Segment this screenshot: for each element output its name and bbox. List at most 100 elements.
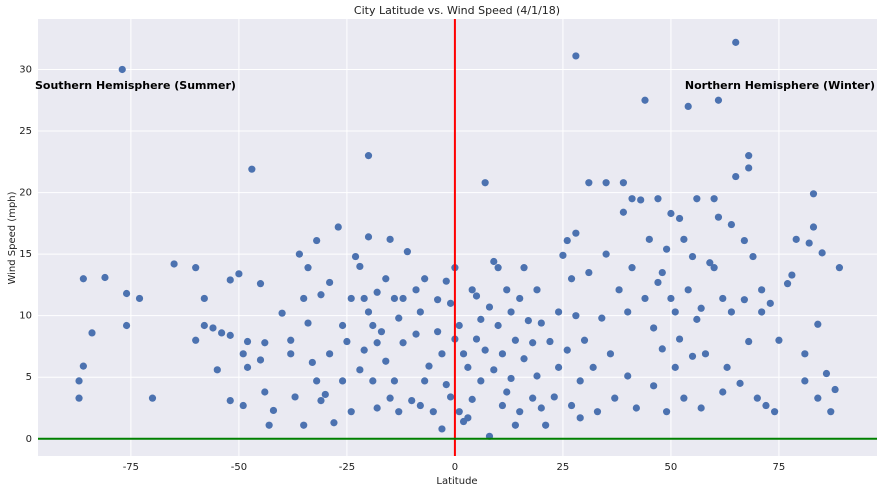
scatter-point [693, 195, 701, 203]
scatter-point [628, 264, 636, 272]
scatter-point [88, 329, 96, 337]
x-tick-label: -50 [231, 462, 247, 473]
chart-title: City Latitude vs. Wind Speed (4/1/18) [354, 4, 560, 17]
scatter-point [192, 336, 200, 344]
scatter-point [494, 321, 502, 330]
scatter-point [524, 316, 532, 325]
scatter-point [529, 394, 537, 402]
scatter-point [425, 362, 433, 370]
scatter-point [122, 321, 131, 330]
scatter-point [122, 289, 131, 298]
scatter-point [671, 363, 679, 371]
scatter-point [598, 314, 606, 322]
scatter-point [326, 278, 334, 287]
scatter-point [360, 294, 368, 303]
scatter-point [118, 65, 126, 74]
scatter-point [490, 257, 498, 266]
scatter-point [663, 408, 671, 416]
scatter-point [356, 262, 364, 271]
scatter-point [338, 321, 347, 330]
scatter-point [382, 357, 390, 365]
scatter-point [434, 296, 442, 304]
scatter-point [788, 271, 796, 279]
scatter-point [377, 328, 386, 336]
scatter-point [580, 336, 589, 344]
scatter-point [559, 251, 567, 259]
scatter-point [658, 345, 666, 353]
scatter-point [624, 372, 632, 380]
scatter-point [719, 294, 727, 303]
y-tick-label: 30 [19, 64, 32, 75]
scatter-point [602, 179, 610, 187]
scatter-point [667, 209, 675, 218]
scatter-point [485, 303, 494, 311]
scatter-point [567, 401, 576, 410]
scatter-point [732, 38, 740, 46]
scatter-point [148, 394, 157, 402]
scatter-point [218, 329, 226, 337]
scatter-point [412, 286, 420, 294]
scatter-point [300, 294, 308, 303]
scatter-point [654, 195, 662, 203]
scatter-point [442, 381, 450, 389]
scatter-point [490, 366, 498, 374]
scatter-point [472, 292, 481, 300]
scatter-point [386, 394, 394, 402]
scatter-point [727, 308, 736, 316]
scatter-point [745, 152, 753, 160]
scatter-point [714, 213, 723, 221]
scatter-point [390, 294, 399, 303]
scatter-point [675, 335, 684, 343]
scatter-point [706, 259, 714, 267]
x-tick-label: -25 [339, 462, 355, 473]
scatter-point [814, 394, 822, 402]
scatter-point [360, 346, 368, 354]
scatter-point [736, 379, 744, 387]
scatter-point [727, 220, 736, 229]
y-tick-label: 25 [19, 126, 32, 137]
scatter-point [395, 408, 403, 416]
x-tick-label: 25 [557, 462, 570, 473]
scatter-point [79, 362, 87, 370]
scatter-point [719, 388, 727, 396]
scatter-point [550, 393, 558, 401]
x-tick-label: -75 [123, 462, 139, 473]
scatter-point [338, 377, 347, 385]
scatter-point [304, 264, 312, 272]
scatter-point [663, 245, 671, 253]
scatter-point [364, 308, 373, 316]
scatter-point [313, 377, 321, 385]
scatter-point [468, 286, 476, 294]
scatter-point [749, 252, 757, 261]
scatter-point [429, 408, 437, 416]
scatter-point [481, 346, 489, 354]
scatter-point [464, 414, 472, 422]
scatter-point [680, 235, 688, 243]
scatter-point [356, 366, 364, 374]
scatter-point [287, 350, 295, 358]
scatter-point [412, 330, 420, 338]
scatter-point [619, 208, 627, 216]
scatter-point [701, 350, 710, 358]
scatter-point [602, 250, 610, 258]
scatter-point [529, 339, 537, 347]
scatter-point [572, 229, 580, 237]
scatter-point [261, 388, 269, 396]
scatter-point [438, 425, 446, 433]
scatter-point [593, 408, 602, 416]
scatter-point [265, 421, 273, 429]
scatter-point [835, 264, 844, 272]
y-tick-label: 0 [26, 434, 32, 445]
scatter-point [248, 165, 256, 173]
scatter-point [226, 397, 234, 405]
scatter-point [710, 264, 718, 272]
scatter-point [783, 280, 792, 288]
scatter-point [226, 276, 234, 284]
scatter-point [688, 252, 697, 261]
scatter-point [446, 299, 455, 307]
scatter-point [200, 294, 208, 303]
scatter-point [714, 96, 723, 104]
scatter-point [477, 315, 485, 323]
scatter-point [628, 195, 636, 203]
scatter-point [464, 363, 472, 371]
